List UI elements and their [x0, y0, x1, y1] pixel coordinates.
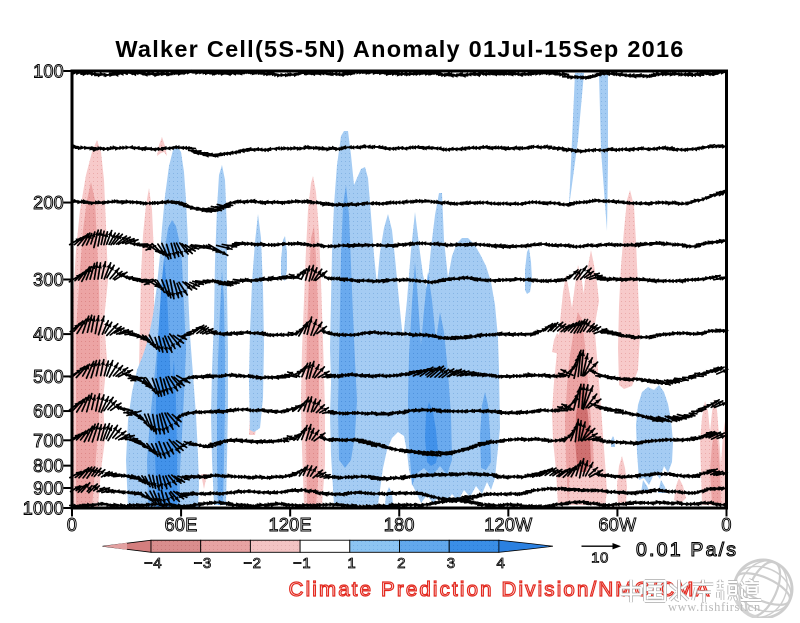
svg-text:800: 800 [33, 456, 64, 476]
svg-text:Climate Prediction Division/NM: Climate Prediction Division/NMC/CMA [289, 578, 712, 601]
svg-text:60E: 60E [165, 515, 198, 535]
svg-text:−4: −4 [144, 555, 162, 572]
svg-text:2: 2 [397, 555, 406, 572]
svg-text:www.fishfirst.cn: www.fishfirst.cn [668, 600, 761, 614]
svg-text:10: 10 [591, 550, 609, 567]
svg-text:Walker Cell(5S-5N) Anomaly 01J: Walker Cell(5S-5N) Anomaly 01Jul-15Sep 2… [115, 36, 684, 62]
svg-text:0.01 Pa/s: 0.01 Pa/s [636, 539, 738, 561]
svg-text:400: 400 [33, 325, 64, 345]
svg-text:600: 600 [33, 402, 64, 422]
svg-text:4: 4 [496, 555, 505, 572]
svg-text:900: 900 [33, 479, 64, 499]
svg-text:120E: 120E [269, 515, 312, 535]
svg-text:700: 700 [33, 431, 64, 451]
svg-text:1: 1 [347, 555, 356, 572]
svg-text:120W: 120W [484, 515, 532, 535]
svg-text:200: 200 [33, 193, 64, 213]
svg-text:500: 500 [33, 367, 64, 387]
svg-text:300: 300 [33, 270, 64, 290]
svg-text:3: 3 [447, 555, 456, 572]
svg-text:60W: 60W [598, 515, 636, 535]
svg-text:−3: −3 [194, 555, 212, 572]
svg-text:180: 180 [384, 515, 415, 535]
svg-text:0: 0 [67, 515, 77, 535]
svg-text:100: 100 [33, 62, 64, 82]
svg-text:−2: −2 [243, 555, 261, 572]
svg-text:1000: 1000 [23, 499, 64, 519]
svg-text:−1: −1 [293, 555, 311, 572]
svg-text:0: 0 [721, 515, 731, 535]
